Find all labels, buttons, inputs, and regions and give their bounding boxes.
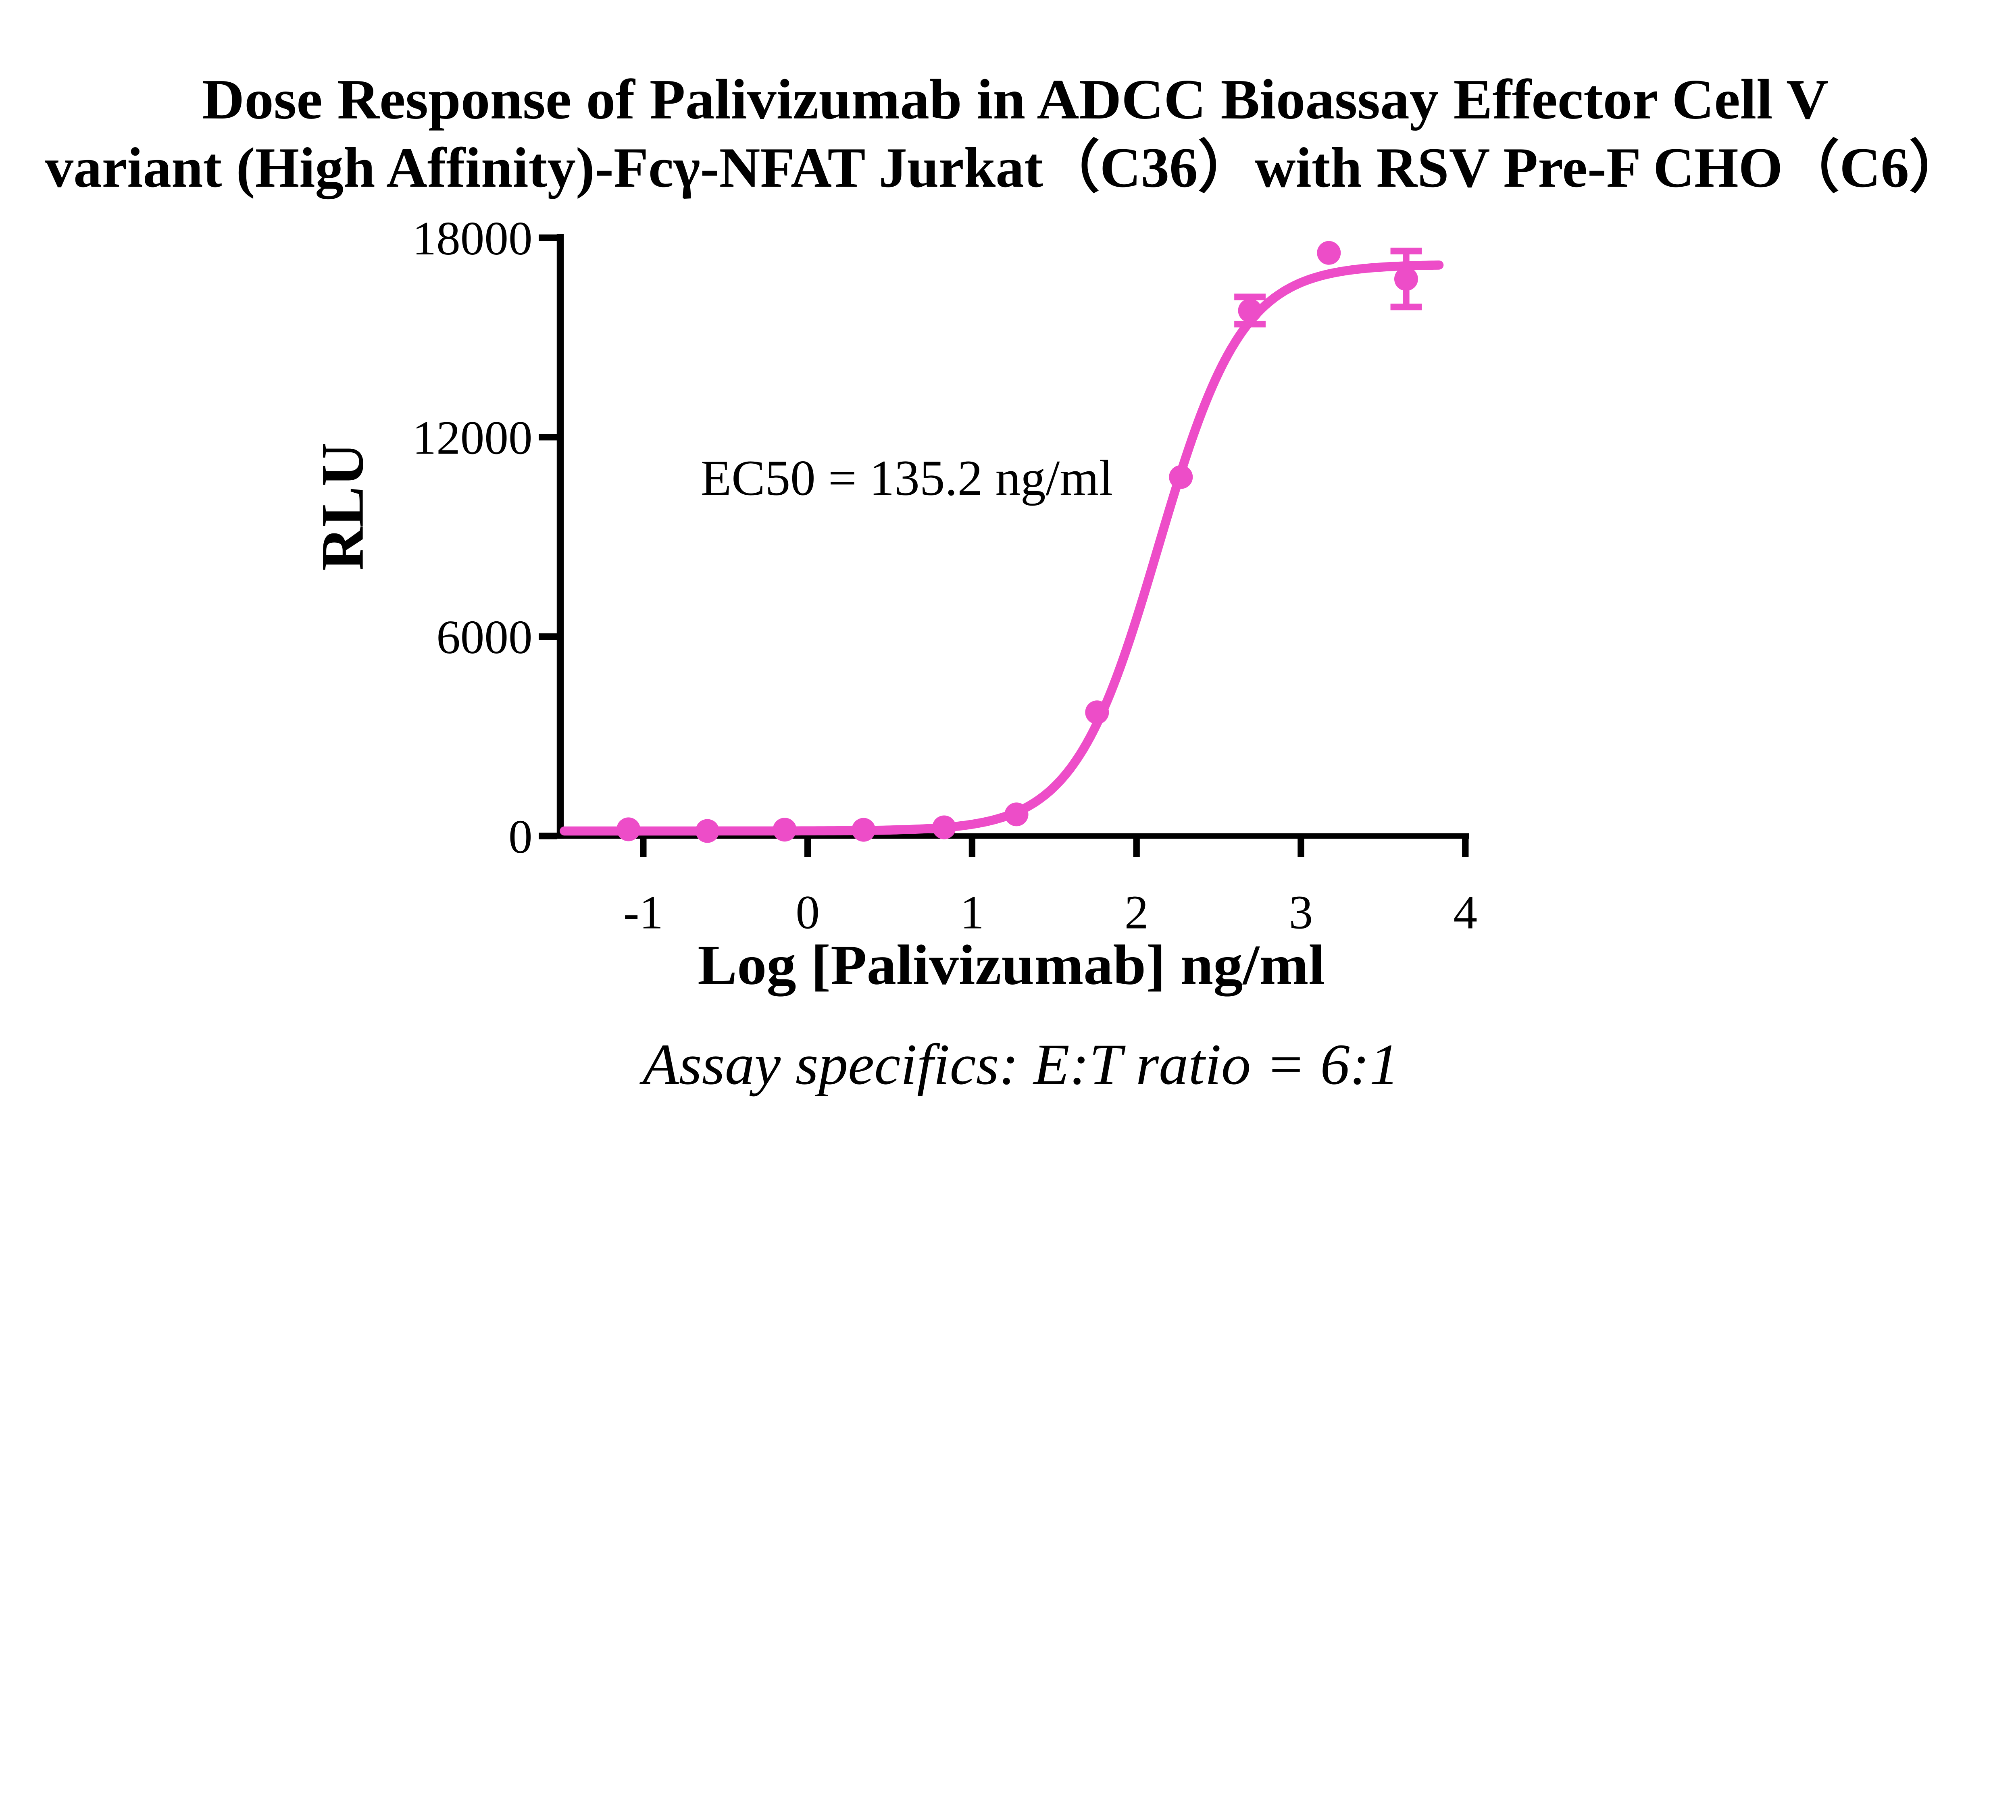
y-tick-label: 0 <box>508 810 533 863</box>
data-point <box>1394 267 1418 291</box>
x-tick-label: 2 <box>1125 885 1149 939</box>
x-axis-label: Log [Palivizumab] ng/ml <box>698 933 1325 996</box>
y-tick-label: 12000 <box>412 411 533 464</box>
x-tick-label: -1 <box>623 885 663 939</box>
y-axis-ticks: 0 6000 12000 18000 <box>412 212 557 863</box>
chart-background <box>0 0 2016 1142</box>
ec50-annotation: EC50 = 135.2 ng/ml <box>701 450 1113 506</box>
data-point-markers <box>616 241 1418 843</box>
y-tick-label: 18000 <box>412 212 533 265</box>
data-point <box>773 818 797 842</box>
x-tick-label: 3 <box>1289 885 1313 939</box>
data-point <box>852 818 876 842</box>
data-point <box>1238 298 1262 323</box>
chart-title-line1: Dose Response of Palivizumab in ADCC Bio… <box>202 68 1829 131</box>
data-point <box>1004 802 1029 827</box>
data-point <box>616 817 641 841</box>
y-axis-label: RLU <box>309 443 376 571</box>
y-tick-label: 6000 <box>436 610 532 664</box>
footer-note: Assay specifics: E:T ratio = 6:1 <box>639 1032 1399 1097</box>
x-axis-ticks: -1 0 1 2 3 4 <box>623 836 1477 939</box>
data-point <box>695 819 719 843</box>
x-tick-label: 4 <box>1453 885 1477 939</box>
data-point <box>1085 700 1109 725</box>
data-point <box>932 815 956 839</box>
data-point <box>1317 241 1341 265</box>
x-tick-label: 1 <box>960 885 984 939</box>
axes: 0 6000 12000 18000 -1 0 1 2 3 4 <box>412 212 1477 939</box>
x-tick-label: 0 <box>796 885 820 939</box>
data-point <box>1169 465 1193 489</box>
chart-title-line2: variant (High Affinity)-Fcγ-NFAT Jurkat（… <box>45 136 1966 199</box>
dose-response-chart: Dose Response of Palivizumab in ADCC Bio… <box>0 0 2016 1142</box>
